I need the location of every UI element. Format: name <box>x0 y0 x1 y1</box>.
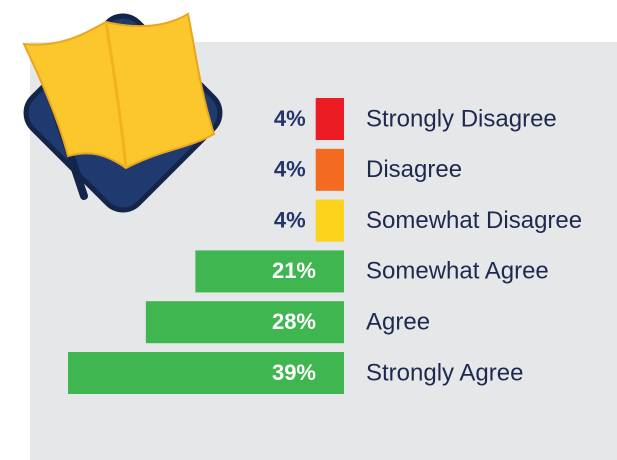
category-label: Strongly Disagree <box>366 105 557 132</box>
category-label: Disagree <box>366 156 462 183</box>
value-label: 21% <box>272 258 316 283</box>
value-label: 28% <box>272 309 316 334</box>
bar <box>315 148 344 191</box>
category-label: Strongly Agree <box>366 359 523 386</box>
value-label: 39% <box>272 360 316 385</box>
bar <box>315 199 344 242</box>
bar <box>68 352 344 394</box>
bar <box>145 301 344 344</box>
bar <box>315 98 344 140</box>
flag-icon <box>22 12 223 213</box>
value-label: 4% <box>274 106 306 131</box>
category-label: Somewhat Agree <box>366 258 549 285</box>
value-label: 4% <box>274 157 306 182</box>
value-label: 4% <box>274 207 306 232</box>
category-label: Somewhat Disagree <box>366 207 582 234</box>
bar <box>195 250 344 293</box>
category-label: Agree <box>366 309 430 336</box>
